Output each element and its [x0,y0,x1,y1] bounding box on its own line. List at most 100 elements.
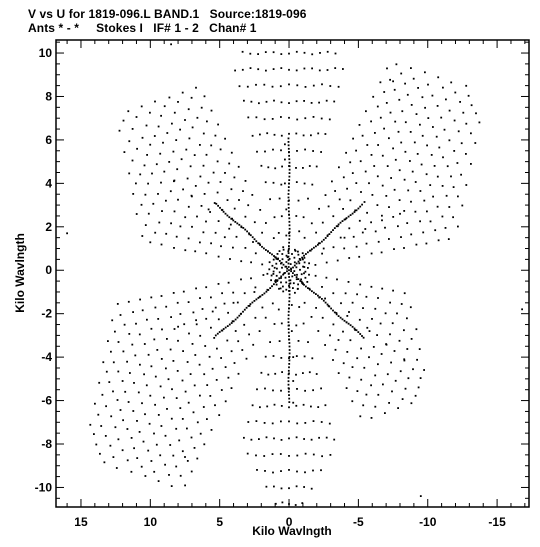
uv-point [334,67,337,69]
uv-point [279,85,282,88]
uv-point [280,262,282,265]
uv-point [423,369,425,371]
uv-point [271,253,273,256]
uv-point [281,165,283,168]
uv-point [303,100,305,102]
uv-point [207,181,210,184]
uv-point [160,114,162,117]
uv-point [454,91,457,94]
uv-point [303,67,306,70]
uv-point [210,326,212,329]
uv-point [144,224,147,226]
uv-point [272,51,275,54]
uv-point [141,136,144,139]
uv-point [266,288,269,291]
uv-point [194,354,197,356]
uv-point [222,210,225,213]
y-axis-label: Kilo Wavlngth [13,233,27,313]
uv-point [288,175,291,178]
uv-point [250,261,252,264]
uv-point [374,307,377,310]
uv-point [400,72,403,75]
uv-point [273,133,276,136]
uv-point [307,197,309,200]
uv-point [311,53,314,56]
uv-point [150,365,153,368]
uv-point [343,247,346,250]
uv-point [112,390,114,393]
uv-point [288,349,291,351]
uv-point [205,317,208,320]
uv-point [404,82,406,85]
uv-point [365,242,368,245]
uv-point [221,209,224,211]
uv-point [236,316,239,319]
uv-point [230,188,233,191]
uv-point [302,322,305,325]
uv-point [138,431,141,433]
uv-point [295,50,298,53]
uv-point [288,406,290,409]
uv-point [126,428,129,430]
uv-point [149,394,152,397]
uv-point [376,204,379,206]
uv-point [237,340,240,343]
uv-point [390,361,392,364]
uv-point [334,52,337,55]
uv-point [221,292,223,295]
uv-point [304,276,307,279]
uv-point [233,207,236,210]
uv-point [199,175,202,178]
uv-point [166,338,168,340]
uv-point [171,122,173,125]
uv-point [267,250,269,253]
uv-point [450,175,452,178]
uv-point [95,443,98,446]
uv-point [135,116,138,118]
uv-point [310,438,313,441]
uv-point [432,126,434,128]
uv-point [297,260,300,263]
uv-point [227,281,230,284]
uv-point [210,144,213,147]
uv-point [298,230,301,233]
uv-point [404,150,407,153]
uv-point [288,165,290,167]
uv-point [273,266,276,269]
uv-point [161,210,163,212]
uv-point [351,400,354,403]
uv-point [232,301,235,304]
uv-point [324,297,326,300]
uv-point [297,278,300,280]
uv-point [270,274,273,277]
uv-point [258,102,260,105]
uv-point [362,307,364,309]
uv-point [259,244,261,246]
uv-point [274,281,277,284]
uv-point [117,370,120,373]
uv-point [370,384,372,387]
uv-point [445,98,447,101]
uv-point [332,359,334,361]
uv-point [303,301,306,304]
uv-point [267,373,270,376]
uv-point [400,141,403,144]
uv-point [332,229,334,231]
uv-point [127,300,130,303]
uv-point [140,465,143,468]
uv-point [262,274,265,276]
uv-point [164,434,167,437]
uv-point [167,378,170,381]
uv-points [66,43,523,506]
uv-point [312,84,315,87]
uv-point [130,437,133,439]
uv-point [218,414,221,416]
uv-point [160,358,163,360]
uv-point [89,423,92,426]
uv-point [265,69,267,72]
uv-point [287,252,290,254]
uv-point [255,83,257,86]
uv-point [288,300,291,303]
uv-point [255,454,257,457]
uv-point [303,182,306,185]
